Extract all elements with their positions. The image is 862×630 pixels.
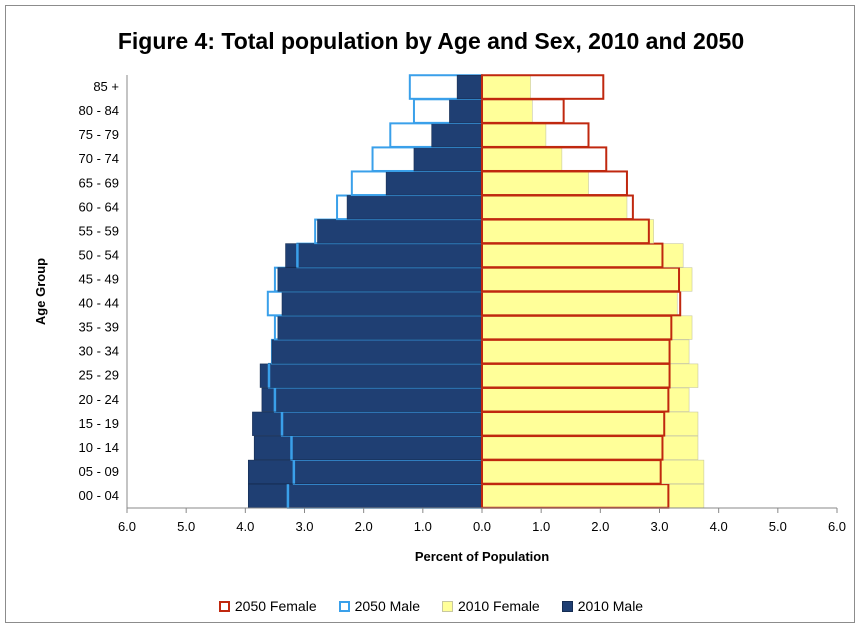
bar-2010-female (481, 123, 547, 148)
bar-2010-male (277, 267, 483, 292)
bar-2010-female (481, 195, 628, 220)
x-tick-label: 2.0 (355, 519, 373, 534)
y-tick-label: 35 - 39 (79, 320, 119, 335)
x-tick-label: 5.0 (177, 519, 195, 534)
legend-item: 2010 Male (561, 598, 644, 614)
y-tick-label: 85 + (93, 79, 119, 94)
bar-2010-female (481, 387, 690, 412)
y-axis-title: Age Group (33, 258, 48, 325)
bar-2010-male (456, 74, 483, 100)
bar-2010-male (259, 363, 483, 388)
bar-2010-male (413, 147, 483, 172)
legend-label: 2050 Female (234, 598, 317, 614)
bar-2010-male (247, 483, 483, 509)
y-tick-label: 60 - 64 (79, 199, 119, 214)
y-tick-label: 40 - 44 (79, 296, 119, 311)
x-tick-label: 6.0 (828, 519, 846, 534)
bar-2010-male (281, 291, 483, 316)
bar-2010-male (431, 123, 483, 148)
legend-item: 2050 Female (218, 598, 317, 614)
bar-2010-male (253, 435, 483, 460)
y-tick-label: 20 - 24 (79, 392, 119, 407)
x-tick-label: 0.0 (473, 519, 491, 534)
legend-swatch (218, 600, 230, 612)
bar-2010-male (346, 195, 483, 220)
y-tick-label: 30 - 34 (79, 344, 119, 359)
y-tick-label: 25 - 29 (79, 368, 119, 383)
y-tick-label: 15 - 19 (79, 416, 119, 431)
bar-2010-female (481, 411, 699, 436)
y-tick-label: 05 - 09 (79, 464, 119, 479)
y-tick-label: 50 - 54 (79, 247, 119, 262)
bar-2010-female (481, 243, 684, 268)
bar-2010-female (481, 98, 533, 124)
y-tick-label: 75 - 79 (79, 127, 119, 142)
x-tick-label: 4.0 (236, 519, 254, 534)
legend-swatch (442, 600, 453, 612)
bar-2010-male (252, 411, 483, 436)
bar-2010-male (285, 243, 483, 268)
bar-2010-female (481, 363, 699, 388)
bar-2010-female (481, 171, 589, 196)
bar-2010-male (261, 387, 483, 412)
y-tick-label: 10 - 14 (79, 440, 119, 455)
bar-2010-male (449, 98, 483, 124)
legend-item: 2050 Male (338, 598, 420, 614)
bar-2010-female (481, 74, 531, 100)
x-tick-label: 3.0 (650, 519, 668, 534)
bar-2010-female (481, 315, 693, 340)
y-tick-label: 65 - 69 (79, 175, 119, 190)
bar-2010-male (317, 219, 483, 244)
y-tick-label: 00 - 04 (79, 488, 119, 503)
bar-2010-female (481, 147, 563, 172)
chart-title: Figure 4: Total population by Age and Se… (117, 28, 745, 54)
legend-swatch (561, 600, 573, 612)
bar-2010-male (385, 171, 483, 196)
bar-2050-female (481, 74, 605, 100)
legend-item: 2010 Female (442, 598, 540, 614)
y-tick-label: 55 - 59 (79, 223, 119, 238)
y-tick-label: 80 - 84 (79, 103, 119, 118)
bar-2010-female (481, 435, 699, 460)
x-tick-label: 6.0 (118, 519, 136, 534)
x-tick-label: 2.0 (591, 519, 609, 534)
x-tick-label: 1.0 (532, 519, 550, 534)
x-axis-title: Percent of Population (415, 549, 549, 564)
legend-label: 2010 Male (577, 598, 644, 614)
legend-label: 2010 Female (458, 598, 540, 614)
x-tick-label: 1.0 (414, 519, 432, 534)
bar-2010-male (247, 459, 483, 485)
legend-swatch (338, 600, 350, 612)
legend: 2050 Female 2050 Male 2010 Female 2010 Male (0, 598, 862, 614)
bar-2010-female (481, 267, 693, 292)
bar-2010-female (481, 291, 678, 316)
y-tick-label: 70 - 74 (79, 151, 119, 166)
x-tick-label: 5.0 (769, 519, 787, 534)
x-tick-label: 4.0 (710, 519, 728, 534)
x-tick-label: 3.0 (295, 519, 313, 534)
bar-2010-female (481, 339, 690, 364)
bar-2010-female (481, 459, 705, 485)
bar-2010-male (271, 339, 483, 364)
bar-2010-female (481, 483, 705, 509)
legend-label: 2050 Male (354, 598, 420, 614)
y-tick-label: 45 - 49 (79, 271, 119, 286)
bar-2010-male (277, 315, 483, 340)
bar-2010-female (481, 219, 654, 244)
